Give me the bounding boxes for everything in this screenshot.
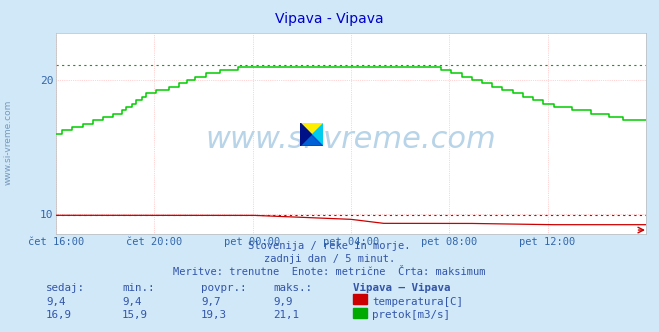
Text: 9,4: 9,4 xyxy=(122,297,142,307)
Text: 15,9: 15,9 xyxy=(122,310,148,320)
Text: 19,3: 19,3 xyxy=(201,310,227,320)
Text: min.:: min.: xyxy=(122,283,154,293)
Polygon shape xyxy=(300,123,323,146)
Text: 9,4: 9,4 xyxy=(46,297,66,307)
Text: www.si-vreme.com: www.si-vreme.com xyxy=(206,125,496,154)
Text: 9,7: 9,7 xyxy=(201,297,221,307)
Text: www.si-vreme.com: www.si-vreme.com xyxy=(3,100,13,186)
Text: zadnji dan / 5 minut.: zadnji dan / 5 minut. xyxy=(264,254,395,264)
Text: 16,9: 16,9 xyxy=(46,310,72,320)
Text: 9,9: 9,9 xyxy=(273,297,293,307)
Text: temperatura[C]: temperatura[C] xyxy=(372,297,463,307)
Text: povpr.:: povpr.: xyxy=(201,283,246,293)
Polygon shape xyxy=(300,123,323,146)
Polygon shape xyxy=(300,123,323,146)
Text: pretok[m3/s]: pretok[m3/s] xyxy=(372,310,450,320)
Polygon shape xyxy=(300,123,312,146)
Text: Vipava - Vipava: Vipava - Vipava xyxy=(275,12,384,26)
Text: 21,1: 21,1 xyxy=(273,310,299,320)
Text: maks.:: maks.: xyxy=(273,283,312,293)
Text: sedaj:: sedaj: xyxy=(46,283,85,293)
Text: Slovenija / reke in morje.: Slovenija / reke in morje. xyxy=(248,241,411,251)
Text: Vipava – Vipava: Vipava – Vipava xyxy=(353,283,450,293)
Text: Meritve: trenutne  Enote: metrične  Črta: maksimum: Meritve: trenutne Enote: metrične Črta: … xyxy=(173,267,486,277)
